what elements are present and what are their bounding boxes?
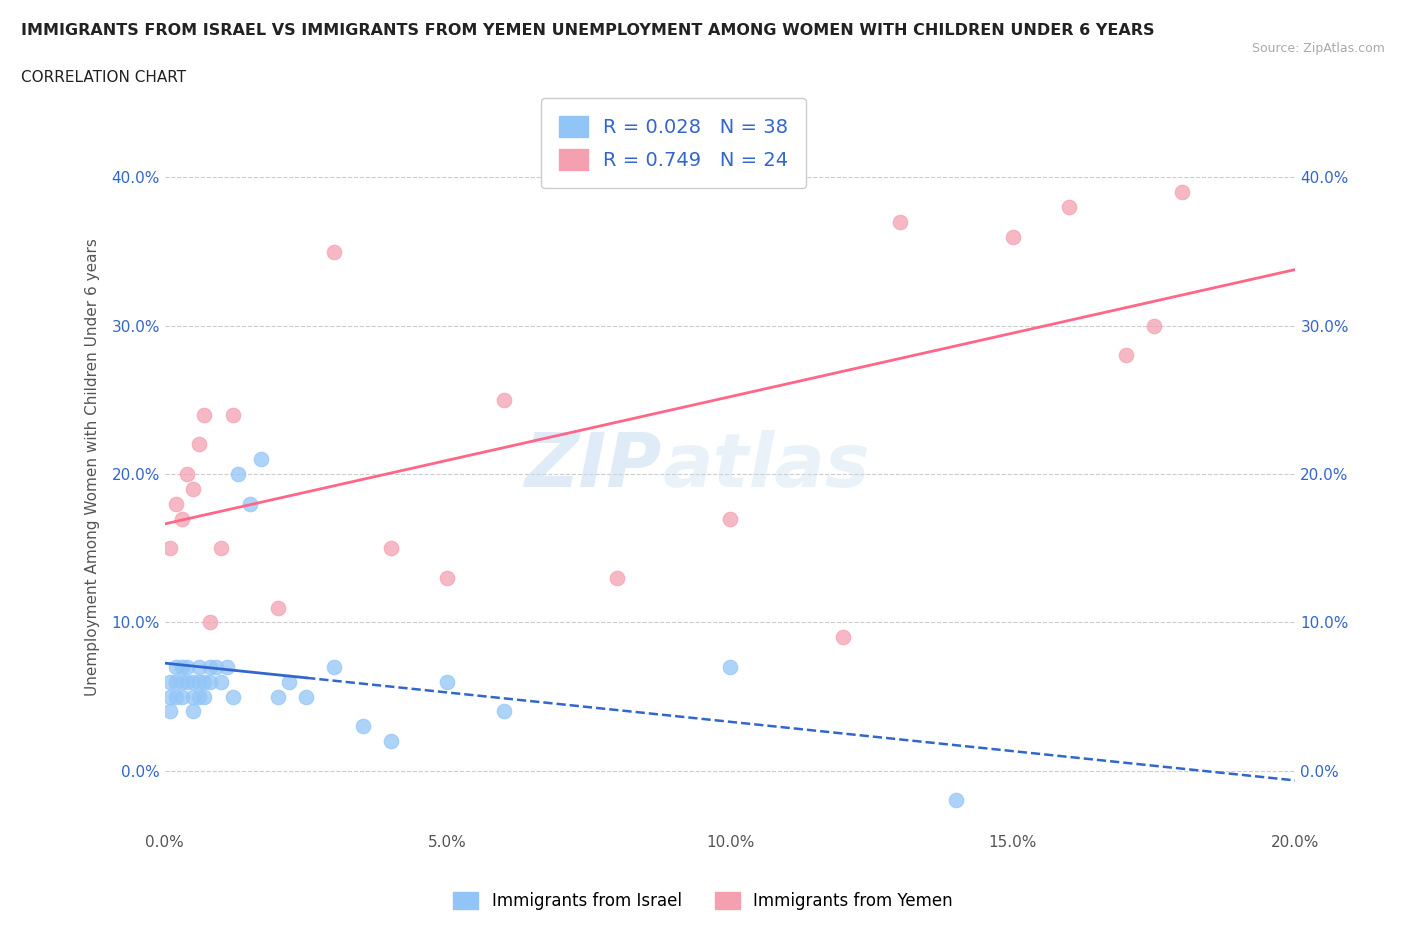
Point (352, 719, 374, 734)
Text: CORRELATION CHART: CORRELATION CHART (21, 70, 186, 85)
Point (1001, 230, 1024, 245)
Point (323, 659, 346, 674)
Legend: Immigrants from Israel, Immigrants from Yemen: Immigrants from Israel, Immigrants from … (447, 885, 959, 917)
Point (1059, 200, 1081, 215)
Point (239, 497, 262, 512)
Point (209, 541, 232, 556)
Point (209, 674, 232, 689)
Point (170, 674, 193, 689)
Y-axis label: Unemployment Among Women with Children Under 6 years: Unemployment Among Women with Children U… (86, 238, 100, 696)
Legend: R = 0.028   N = 38, R = 0.749   N = 24: R = 0.028 N = 38, R = 0.749 N = 24 (541, 99, 806, 188)
Point (278, 674, 301, 689)
Point (436, 674, 458, 689)
Point (187, 674, 209, 689)
Point (250, 452, 273, 467)
Point (193, 689, 215, 704)
Point (198, 674, 221, 689)
Point (221, 407, 243, 422)
Point (492, 392, 515, 407)
Point (606, 570, 628, 585)
Point (187, 689, 209, 704)
Point (1171, 185, 1194, 200)
Point (718, 659, 741, 674)
Point (181, 482, 204, 497)
Point (165, 674, 187, 689)
Point (204, 659, 226, 674)
Point (181, 704, 204, 719)
Point (159, 541, 181, 556)
Point (170, 659, 193, 674)
Point (832, 630, 855, 644)
Point (267, 600, 290, 615)
Text: ZIP: ZIP (524, 431, 662, 503)
Point (889, 215, 911, 230)
Point (181, 674, 204, 689)
Point (165, 497, 187, 512)
Point (945, 793, 967, 808)
Point (181, 689, 204, 704)
Point (1115, 348, 1137, 363)
Point (165, 689, 187, 704)
Point (193, 674, 215, 689)
Point (380, 541, 402, 556)
Point (323, 245, 346, 259)
Point (165, 659, 187, 674)
Point (159, 689, 181, 704)
Point (436, 570, 458, 585)
Point (215, 659, 238, 674)
Point (198, 615, 221, 630)
Point (159, 704, 181, 719)
Point (193, 407, 215, 422)
Point (380, 734, 402, 749)
Text: atlas: atlas (662, 431, 870, 503)
Point (170, 689, 193, 704)
Point (295, 689, 318, 704)
Point (198, 659, 221, 674)
Point (718, 512, 741, 526)
Text: IMMIGRANTS FROM ISRAEL VS IMMIGRANTS FROM YEMEN UNEMPLOYMENT AMONG WOMEN WITH CH: IMMIGRANTS FROM ISRAEL VS IMMIGRANTS FRO… (21, 23, 1154, 38)
Point (226, 467, 249, 482)
Point (176, 659, 198, 674)
Text: Source: ZipAtlas.com: Source: ZipAtlas.com (1251, 42, 1385, 55)
Point (267, 689, 290, 704)
Point (159, 674, 181, 689)
Point (1143, 318, 1166, 333)
Point (187, 437, 209, 452)
Point (187, 659, 209, 674)
Point (170, 512, 193, 526)
Point (492, 704, 515, 719)
Point (176, 467, 198, 482)
Point (221, 689, 243, 704)
Point (176, 674, 198, 689)
